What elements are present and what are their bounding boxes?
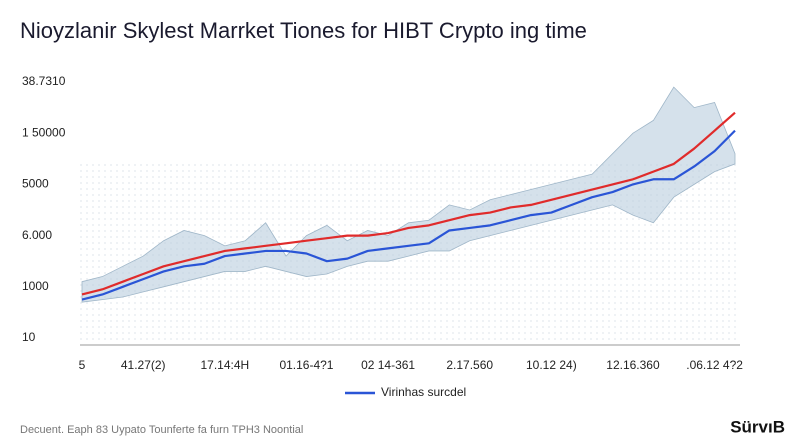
series-line	[81, 111, 736, 296]
x-tick-label: 10.12 24)	[526, 358, 577, 372]
x-tick-label: 2.17.560	[446, 358, 493, 372]
chart-title: Nioyzlanir Skylest Marrket Tiones for HI…	[20, 18, 587, 43]
y-tick-label: 5000	[22, 177, 49, 191]
x-tick-label: 02 14-361	[361, 358, 415, 372]
y-tick-label: 1 50000	[22, 125, 66, 139]
y-tick-label: 38.7310	[22, 74, 66, 88]
brand: SürvıB	[730, 417, 785, 436]
y-tick-label: 10	[22, 330, 36, 344]
legend-label: Virinhas surcdel	[381, 385, 466, 399]
x-tick-label: 17.14:4H	[200, 358, 249, 372]
x-tick-label: 5	[79, 358, 86, 372]
x-tick-label: 01.16-4?1	[279, 358, 333, 372]
x-tick-label: 41.27(2)	[121, 358, 166, 372]
y-tick-label: 1000	[22, 279, 49, 293]
x-tick-label: 12.16.360	[606, 358, 660, 372]
x-tick-label: .06.12 4?2	[686, 358, 743, 372]
footer: Decuent. Eaph 83 Uypato Tounferte fa fur…	[20, 424, 303, 436]
series-line	[81, 129, 736, 301]
y-tick-label: 6.000	[22, 228, 52, 242]
